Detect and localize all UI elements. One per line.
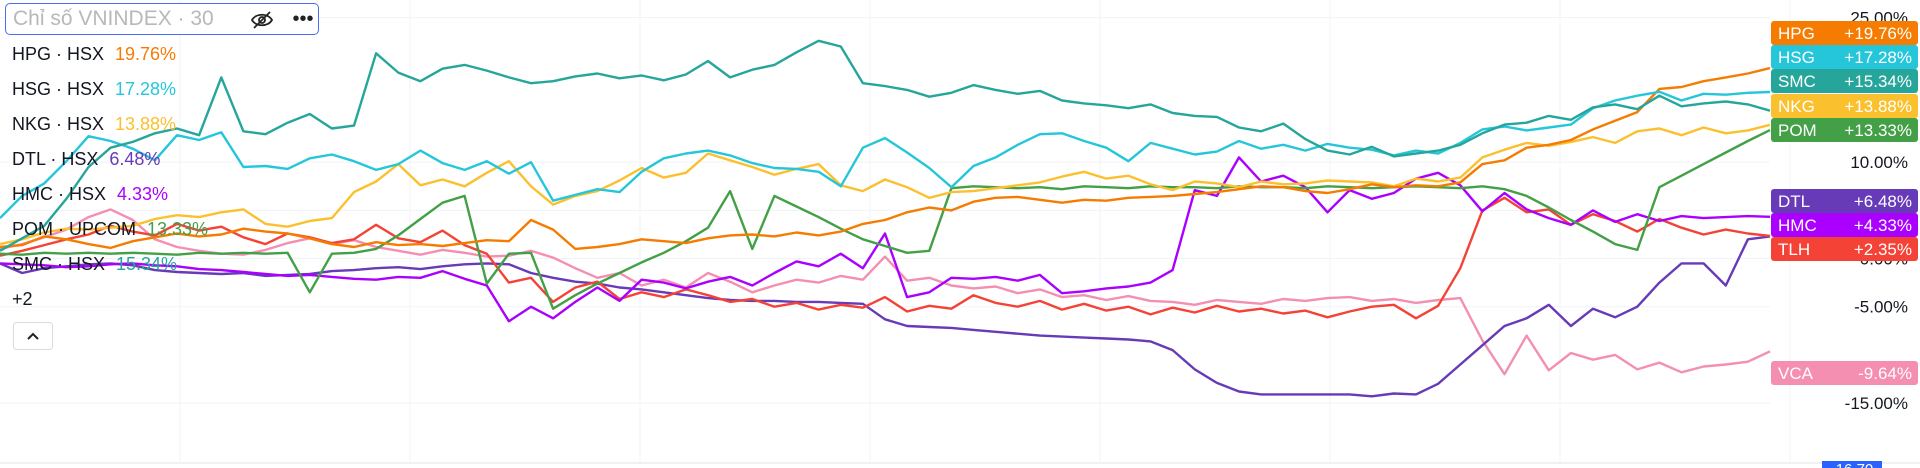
series-value-label: -9.64% [1858,364,1912,383]
y-tick-label: 10.00% [1850,153,1908,172]
legend-item-value: 4.33% [117,184,169,204]
legend: HPG · HSX 19.76% HSG · HSX 17.28% NKG · … [12,44,208,289]
symbol-input[interactable] [13,7,233,31]
series-value-label: +19.76% [1844,24,1912,43]
last-value-label-smc: SMC +15.34% [1771,69,1918,93]
legend-item-value: 17.28% [115,79,177,99]
series-name-label: HPG [1778,24,1815,43]
series-name-label: NKG [1778,97,1815,116]
last-value-label-pom: POM +13.33% [1771,118,1918,142]
series-value-label: +4.33% [1854,216,1912,235]
last-value-label-hmc: HMC +4.33% [1771,213,1918,237]
legend-item-label: HPG · HSX [12,44,105,64]
eye-off-icon[interactable] [249,9,275,31]
legend-item-hsg[interactable]: HSG · HSX 17.28% [12,79,208,114]
last-value-label-tlh: TLH +2.35% [1771,237,1918,261]
legend-item-nkg[interactable]: NKG · HSX 13.88% [12,114,208,149]
series-name-label: POM [1778,121,1817,140]
legend-item-pom[interactable]: POM · UPCOM 13.33% [12,219,208,254]
legend-item-label: HMC · HSX [12,184,106,204]
series-lines [0,39,1771,398]
legend-item-label: DTL · HSX [12,149,99,169]
last-value-label-hpg: HPG +19.76% [1771,21,1918,45]
legend-item-value: 15.34% [116,254,178,274]
series-value-label: +2.35% [1854,240,1912,259]
last-value-label-hsg: HSG +17.28% [1771,45,1918,69]
last-value-label-vca: VCA -9.64% [1771,361,1918,385]
y-cut-label-text: -16.70 [1831,461,1874,468]
symbol-search-box[interactable]: ••• [5,3,319,35]
series-line-smc [0,39,1771,252]
series-name-label: HMC [1778,216,1817,235]
chevron-up-icon [27,332,39,340]
legend-item-label: SMC · HSX [12,254,106,274]
series-value-label: +13.88% [1844,97,1912,116]
legend-item-value: 19.76% [115,44,177,64]
legend-item-label: POM · UPCOM [12,219,136,239]
series-line-pom [0,129,1771,310]
legend-item-smc[interactable]: SMC · HSX 15.34% [12,254,208,289]
series-line-vca [0,208,1771,376]
series-name-label: TLH [1778,240,1810,259]
series-name-label: VCA [1778,364,1814,383]
series-name-label: DTL [1778,192,1810,211]
legend-item-dtl[interactable]: DTL · HSX 6.48% [12,149,208,184]
legend-item-value: 13.88% [115,114,177,134]
y-cut-label: -16.70 [1822,461,1882,468]
legend-item-label: NKG · HSX [12,114,105,134]
series-line-hmc [0,156,1771,323]
last-value-label-nkg: NKG +13.88% [1771,94,1918,118]
last-value-labels: HPG +19.76% HSG +17.28% SMC +15.34% NKG +13.88%… [1771,21,1918,385]
series-value-label: +13.33% [1844,121,1912,140]
legend-item-label: HSG · HSX [12,79,105,99]
series-name-label: SMC [1778,72,1816,91]
y-tick-label: -5.00% [1854,298,1908,317]
legend-item-hpg[interactable]: HPG · HSX 19.76% [12,44,208,79]
y-tick-label: -15.00% [1845,394,1908,413]
series-name-label: HSG [1778,48,1815,67]
legend-item-hmc[interactable]: HMC · HSX 4.33% [12,184,208,219]
last-value-label-dtl: DTL +6.48% [1771,189,1918,213]
series-line-hpg [0,66,1771,251]
series-line-nkg [0,123,1771,246]
more-options-icon[interactable]: ••• [292,7,314,30]
legend-more-count[interactable]: +2 [12,289,33,309]
legend-item-value: 13.33% [147,219,209,239]
series-line-hsg [0,90,1771,219]
legend-item-value: 6.48% [109,149,161,169]
collapse-legend-button[interactable] [13,322,53,350]
series-value-label: +17.28% [1844,48,1912,67]
series-value-label: +6.48% [1854,192,1912,211]
series-value-label: +15.34% [1844,72,1912,91]
